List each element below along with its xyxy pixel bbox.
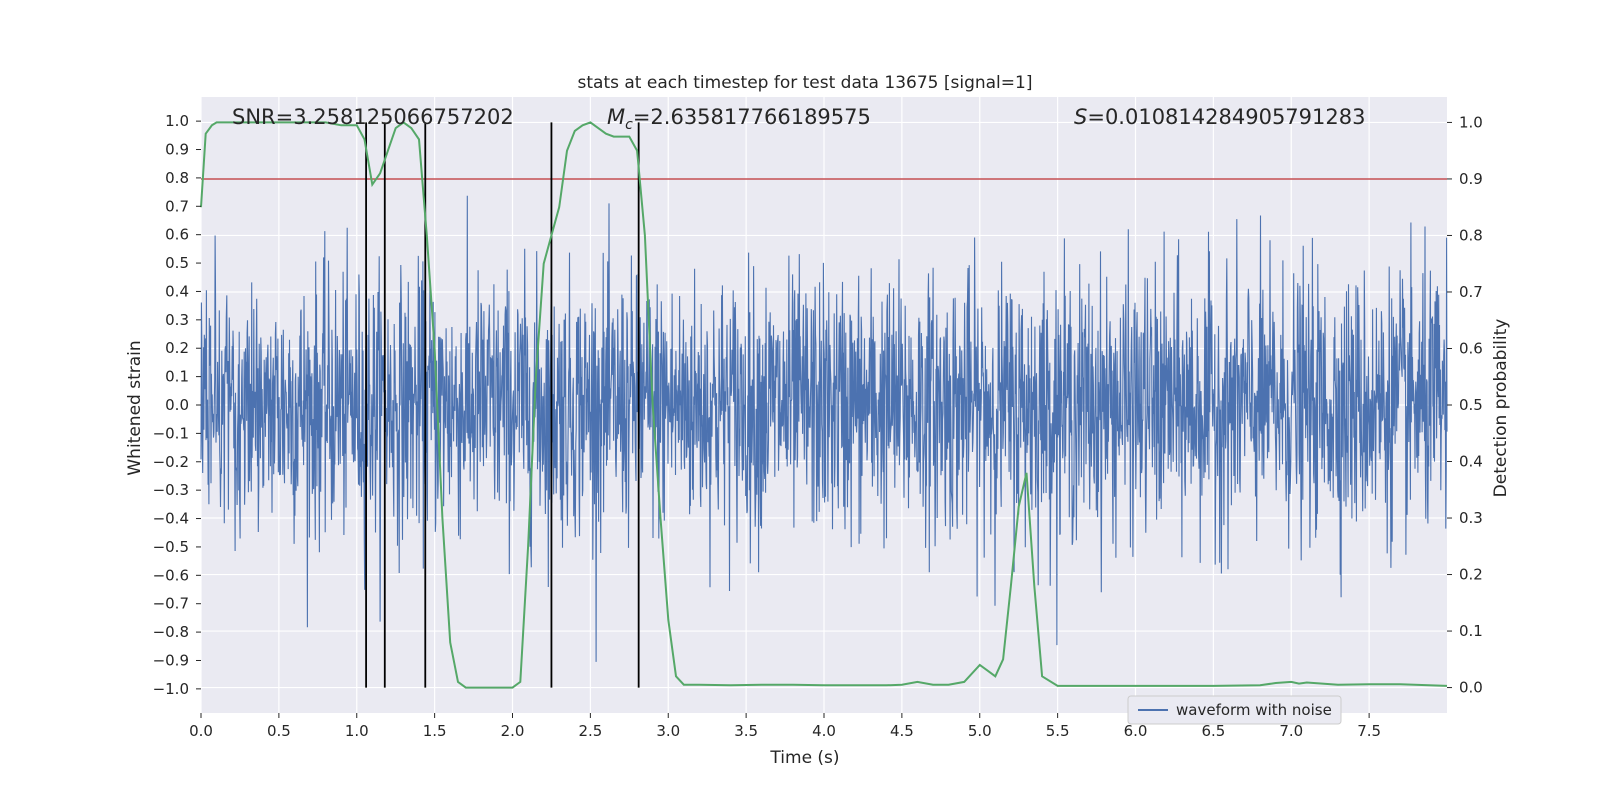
x-tick-label: 2.0 bbox=[501, 722, 525, 740]
x-tick-label: 3.5 bbox=[734, 722, 758, 740]
y-tick-label: 0.4 bbox=[165, 282, 189, 300]
y-right-tick-label: 0.2 bbox=[1459, 566, 1483, 584]
detection-probability-line bbox=[200, 121, 1448, 689]
y-right-tick-label: 0.7 bbox=[1459, 283, 1483, 301]
x-tick-label: 3.0 bbox=[656, 722, 680, 740]
legend-box bbox=[1127, 695, 1342, 725]
x-tick-label: 6.5 bbox=[1201, 722, 1225, 740]
mc-annotation: Mc=2.635817766189575 bbox=[607, 105, 871, 133]
y-right-tick-label: 0.4 bbox=[1459, 453, 1483, 471]
snr-annotation: SNR=3.258125066757202 bbox=[232, 105, 514, 129]
y-right-tick-label: 0.1 bbox=[1459, 622, 1483, 640]
y-right-tick-label: 0.9 bbox=[1459, 170, 1483, 188]
x-tick-label: 4.5 bbox=[890, 722, 914, 740]
y-tick-label: 0.7 bbox=[165, 197, 189, 215]
y-tick-label: 0.0 bbox=[165, 396, 189, 414]
x-tick-label: 0.5 bbox=[267, 722, 291, 740]
y-tick-label: 0.9 bbox=[165, 141, 189, 159]
chart-title: stats at each timestep for test data 136… bbox=[578, 73, 1033, 93]
y-right-tick-label: 0.5 bbox=[1459, 396, 1483, 414]
ticks: 0.0 0.5 1.0 1.5 2.0 2.5 3.0 3.5 4.0 4.5 5.0 5.5 6.0 6… bbox=[153, 112, 1483, 740]
x-axis-label: Time (s) bbox=[769, 748, 839, 768]
y-right-axis-label: Detection probability bbox=[1491, 319, 1511, 498]
x-tick-label: 5.0 bbox=[968, 722, 992, 740]
y-axis-label: Whitened strain bbox=[125, 340, 145, 475]
y-tick-label: −0.7 bbox=[153, 595, 189, 613]
y-tick-label: 0.5 bbox=[165, 254, 189, 272]
x-tick-label: 5.5 bbox=[1046, 722, 1070, 740]
y-tick-label: −1.0 bbox=[153, 680, 189, 698]
y-right-tick-label: 0.3 bbox=[1459, 509, 1483, 527]
y-right-tick-label: 1.0 bbox=[1459, 113, 1483, 131]
y-right-tick-label: 0.0 bbox=[1459, 679, 1483, 697]
y-right-tick-label: 0.6 bbox=[1459, 339, 1483, 357]
y-tick-label: −0.8 bbox=[153, 623, 189, 641]
y-tick-label: 1.0 bbox=[165, 112, 189, 130]
waveform-line bbox=[200, 195, 1448, 662]
x-tick-label: 7.0 bbox=[1279, 722, 1303, 740]
y-right-tick-label: 0.8 bbox=[1459, 226, 1483, 244]
y-tick-label: −0.1 bbox=[153, 424, 189, 442]
y-tick-label: 0.3 bbox=[165, 311, 189, 329]
x-tick-label: 7.5 bbox=[1357, 722, 1381, 740]
y-tick-label: −0.5 bbox=[153, 538, 189, 556]
x-tick-label: 4.0 bbox=[812, 722, 836, 740]
y-tick-label: −0.6 bbox=[153, 566, 189, 584]
legend: waveform with noise bbox=[1127, 695, 1342, 725]
y-tick-label: 0.1 bbox=[165, 368, 189, 386]
y-tick-label: −0.2 bbox=[153, 453, 189, 471]
s-annotation: S=0.010814284905791283 bbox=[1074, 105, 1365, 129]
y-tick-label: −0.4 bbox=[153, 510, 189, 528]
x-tick-label: 2.5 bbox=[578, 722, 602, 740]
y-tick-label: 0.8 bbox=[165, 169, 189, 187]
waveform-series bbox=[200, 195, 1448, 662]
legend-entry-waveform: waveform with noise bbox=[1176, 701, 1332, 719]
y-tick-label: 0.2 bbox=[165, 339, 189, 357]
y-tick-label: 0.6 bbox=[165, 226, 189, 244]
x-tick-label: 6.0 bbox=[1124, 722, 1148, 740]
y-tick-label: −0.9 bbox=[153, 651, 189, 669]
x-tick-label: 1.5 bbox=[423, 722, 447, 740]
y-tick-label: −0.3 bbox=[153, 481, 189, 499]
overlay bbox=[200, 121, 1448, 689]
x-tick-label: 0.0 bbox=[189, 722, 213, 740]
x-tick-label: 1.0 bbox=[345, 722, 369, 740]
